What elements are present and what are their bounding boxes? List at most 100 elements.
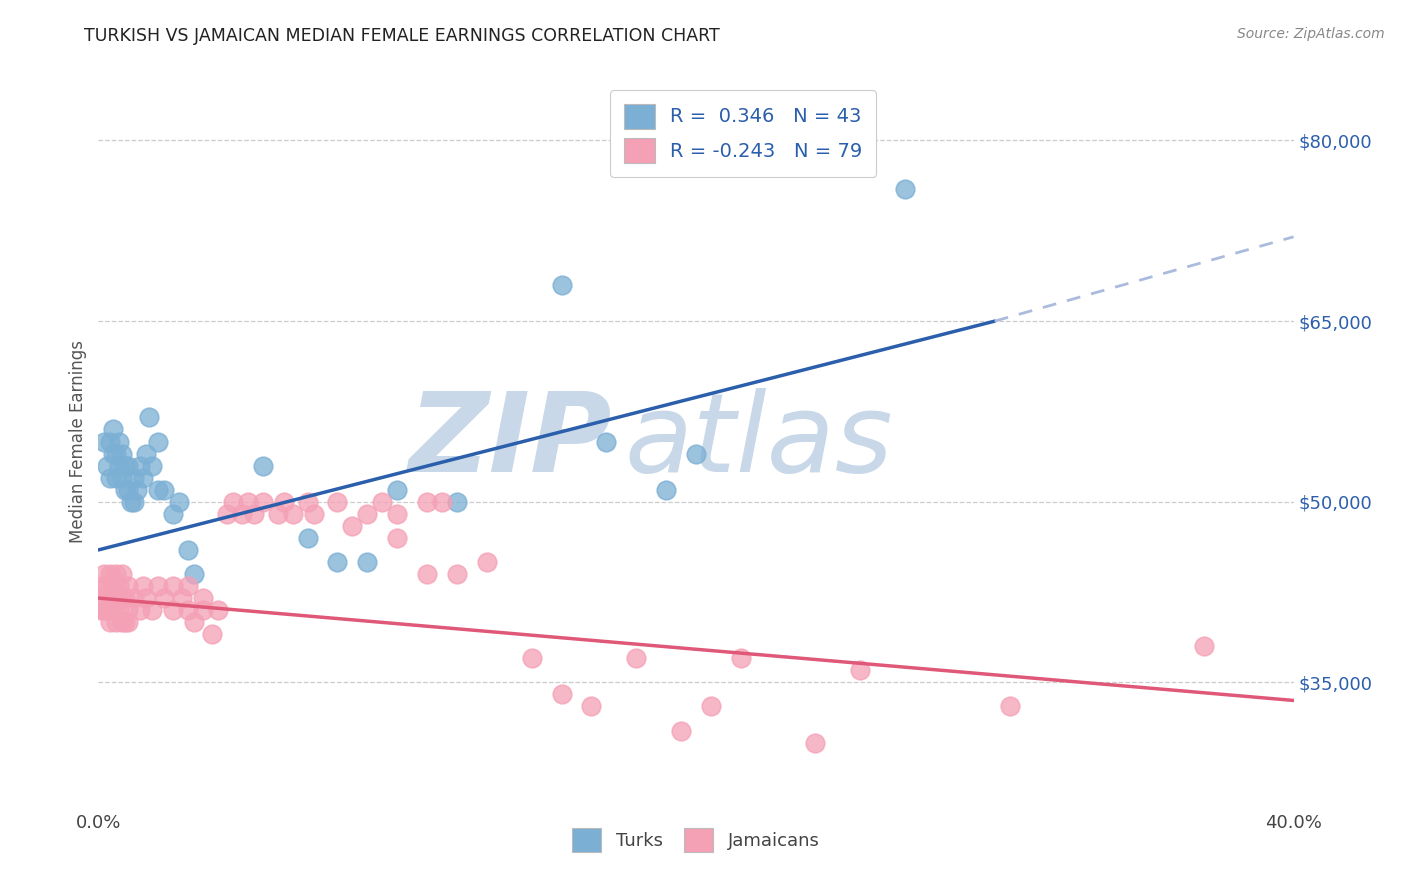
Point	[550, 277, 572, 292]
Point	[108, 458, 131, 473]
Point	[297, 494, 319, 508]
Point	[356, 555, 378, 569]
Point	[98, 591, 122, 605]
Point	[135, 591, 157, 605]
Point	[98, 471, 122, 485]
Point	[105, 567, 128, 582]
Point	[105, 446, 128, 460]
Point	[114, 483, 136, 497]
Point	[93, 591, 115, 605]
Point	[520, 651, 543, 665]
Point	[162, 579, 184, 593]
Point	[475, 555, 498, 569]
Point	[120, 494, 142, 508]
Text: atlas: atlas	[624, 388, 893, 495]
Point	[103, 446, 125, 460]
Point	[90, 591, 112, 605]
Point	[172, 591, 194, 605]
Point	[108, 434, 131, 449]
Point	[655, 483, 678, 497]
Point	[98, 615, 122, 630]
Point	[111, 591, 134, 605]
Point	[215, 507, 238, 521]
Point	[148, 483, 170, 497]
Point	[804, 735, 827, 749]
Point	[93, 567, 115, 582]
Point	[98, 567, 122, 582]
Point	[111, 615, 134, 630]
Point	[114, 615, 136, 630]
Point	[700, 699, 723, 714]
Point	[183, 615, 205, 630]
Point	[191, 591, 214, 605]
Point	[108, 591, 131, 605]
Point	[148, 434, 170, 449]
Point	[581, 699, 603, 714]
Point	[103, 423, 125, 437]
Point	[685, 446, 707, 460]
Point	[849, 664, 872, 678]
Point	[124, 471, 146, 485]
Point	[96, 579, 118, 593]
Point	[231, 507, 253, 521]
Point	[96, 458, 118, 473]
Point	[138, 410, 160, 425]
Point	[105, 471, 128, 485]
Point	[297, 531, 319, 545]
Point	[153, 483, 176, 497]
Point	[93, 603, 115, 617]
Point	[148, 579, 170, 593]
Point	[111, 471, 134, 485]
Point	[385, 531, 409, 545]
Point	[117, 615, 139, 630]
Point	[141, 603, 163, 617]
Point	[252, 494, 274, 508]
Point	[273, 494, 295, 508]
Point	[183, 567, 205, 582]
Point	[177, 542, 200, 557]
Point	[129, 603, 152, 617]
Point	[127, 483, 149, 497]
Point	[416, 494, 439, 508]
Point	[135, 446, 157, 460]
Point	[998, 699, 1021, 714]
Point	[167, 494, 190, 508]
Point	[177, 579, 200, 593]
Point	[90, 579, 112, 593]
Point	[117, 483, 139, 497]
Point	[252, 458, 274, 473]
Point	[90, 603, 112, 617]
Text: TURKISH VS JAMAICAN MEDIAN FEMALE EARNINGS CORRELATION CHART: TURKISH VS JAMAICAN MEDIAN FEMALE EARNIN…	[84, 27, 720, 45]
Point	[141, 458, 163, 473]
Point	[371, 494, 394, 508]
Point	[191, 603, 214, 617]
Point	[98, 434, 122, 449]
Point	[236, 494, 259, 508]
Point	[162, 507, 184, 521]
Point	[430, 494, 453, 508]
Point	[108, 579, 131, 593]
Point	[416, 567, 439, 582]
Point	[114, 458, 136, 473]
Point	[281, 507, 304, 521]
Point	[103, 579, 125, 593]
Point	[446, 567, 468, 582]
Point	[162, 603, 184, 617]
Point	[117, 579, 139, 593]
Point	[96, 591, 118, 605]
Point	[326, 555, 349, 569]
Point	[105, 615, 128, 630]
Point	[93, 434, 115, 449]
Point	[108, 603, 131, 617]
Point	[385, 483, 409, 497]
Point	[132, 579, 155, 593]
Point	[105, 591, 128, 605]
Point	[117, 603, 139, 617]
Point	[894, 181, 917, 195]
Y-axis label: Median Female Earnings: Median Female Earnings	[69, 340, 87, 543]
Point	[201, 627, 224, 641]
Point	[103, 603, 125, 617]
Text: ZIP: ZIP	[409, 388, 613, 495]
Point	[385, 507, 409, 521]
Point	[243, 507, 266, 521]
